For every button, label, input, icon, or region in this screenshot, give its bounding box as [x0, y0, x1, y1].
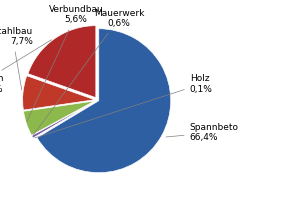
Wedge shape	[22, 76, 94, 110]
Wedge shape	[23, 101, 95, 135]
Text: Holz
0,1%: Holz 0,1%	[35, 74, 212, 138]
Text: Spannbeto
66,4%: Spannbeto 66,4%	[166, 123, 239, 142]
Text: Verbundbau
5,6%: Verbundbau 5,6%	[27, 5, 103, 121]
Text: Stahlbau
7,7%: Stahlbau 7,7%	[0, 27, 33, 90]
Text: Mauerwerk
0,6%: Mauerwerk 0,6%	[33, 9, 144, 135]
Wedge shape	[33, 101, 95, 139]
Wedge shape	[37, 29, 171, 173]
Text: Stahlbeton
19,6%: Stahlbeton 19,6%	[0, 40, 52, 94]
Wedge shape	[28, 26, 96, 98]
Wedge shape	[32, 101, 95, 138]
